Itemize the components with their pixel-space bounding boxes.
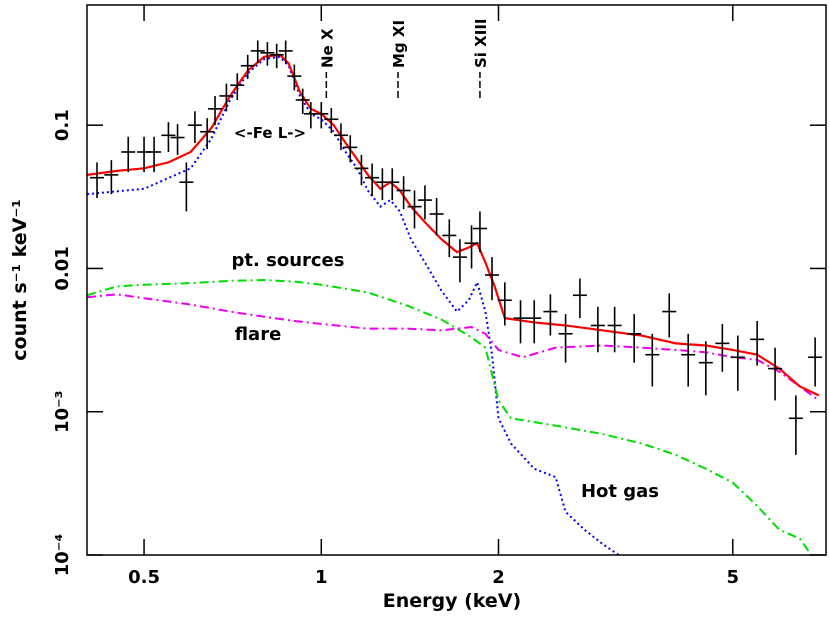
model-line [87, 293, 820, 402]
x-tick-label: 5 [727, 567, 740, 588]
annotation: <-Fe L-> [234, 124, 306, 142]
y-tick-label: 10⁻⁴ [52, 534, 73, 577]
x-tick-label: 0.5 [128, 567, 160, 588]
plot-area [87, 40, 823, 555]
annotation: Hot gas [581, 481, 659, 502]
x-axis-label: Energy (keV) [383, 590, 521, 612]
y-tick-label: 0.1 [52, 109, 73, 141]
model-line [87, 279, 813, 555]
plot-frame [86, 4, 827, 556]
line-label: Si XIII [472, 19, 490, 68]
line-label: Ne X [318, 28, 336, 68]
y-tick-label: 10⁻³ [52, 391, 73, 433]
y-tick-label: 0.01 [52, 246, 73, 290]
y-axis-label: count s⁻¹ keV⁻¹ [9, 199, 31, 360]
x-tick-label: 2 [492, 567, 505, 588]
annotation: pt. sources [232, 250, 345, 271]
line-label: Mg XI [390, 20, 408, 68]
model-line [87, 55, 620, 555]
x-tick-label: 1 [315, 567, 328, 588]
annotation: flare [235, 324, 282, 345]
model-line [87, 53, 820, 397]
